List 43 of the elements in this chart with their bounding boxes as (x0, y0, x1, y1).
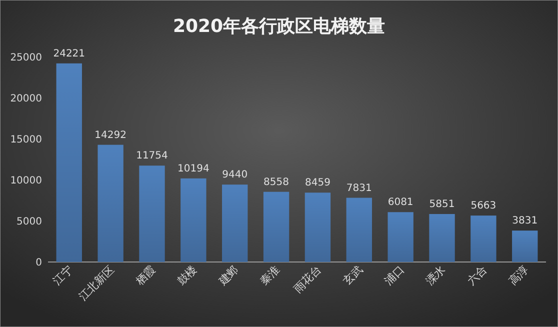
x-tick-label: 江北新区 (76, 262, 117, 304)
bar (222, 184, 248, 262)
chart-title: 2020年各行政区电梯数量 (172, 16, 386, 37)
x-tick-label: 江宁 (50, 262, 76, 288)
data-label: 14292 (94, 130, 126, 141)
data-label: 24221 (53, 48, 86, 60)
bar (388, 212, 414, 262)
x-tick-label: 栖霞 (132, 262, 158, 288)
y-tick-label: 25000 (10, 52, 42, 64)
x-tick-label: 溧水 (423, 262, 448, 288)
y-tick-label: 0 (36, 258, 42, 268)
data-label: 7831 (346, 182, 372, 194)
y-tick-label: 15000 (10, 134, 42, 146)
bar (512, 230, 538, 262)
data-label: 10194 (178, 163, 210, 174)
bar (180, 178, 206, 262)
x-tick-label: 玄武 (340, 262, 366, 288)
bar (263, 192, 290, 262)
x-tick-label: 浦口 (382, 262, 407, 288)
y-tick-label: 20000 (10, 94, 42, 104)
bar (346, 198, 372, 262)
x-tick-label: 鼓楼 (174, 262, 200, 288)
bar (470, 216, 496, 262)
y-tick-label: 10000 (10, 176, 42, 186)
bar (139, 166, 165, 262)
x-tick-label: 高淳 (506, 262, 531, 288)
data-label: 8558 (264, 176, 290, 188)
x-tick-label: 秦淮 (258, 262, 282, 288)
y-tick-label: 5000 (16, 216, 42, 228)
bar (429, 214, 455, 262)
x-tick-label: 雨花台 (291, 262, 324, 296)
data-label: 3831 (512, 216, 538, 227)
bar (98, 144, 124, 262)
data-label: 11754 (136, 150, 168, 162)
data-label: 6081 (388, 197, 414, 208)
x-tick-label: 六合 (464, 262, 490, 288)
bar (56, 63, 82, 262)
data-label: 9440 (222, 170, 248, 181)
data-label: 5851 (429, 199, 455, 210)
data-label: 8459 (304, 178, 330, 189)
data-label: 5663 (470, 200, 496, 212)
x-tick-label: 建邺 (216, 262, 241, 288)
bar (304, 192, 331, 262)
